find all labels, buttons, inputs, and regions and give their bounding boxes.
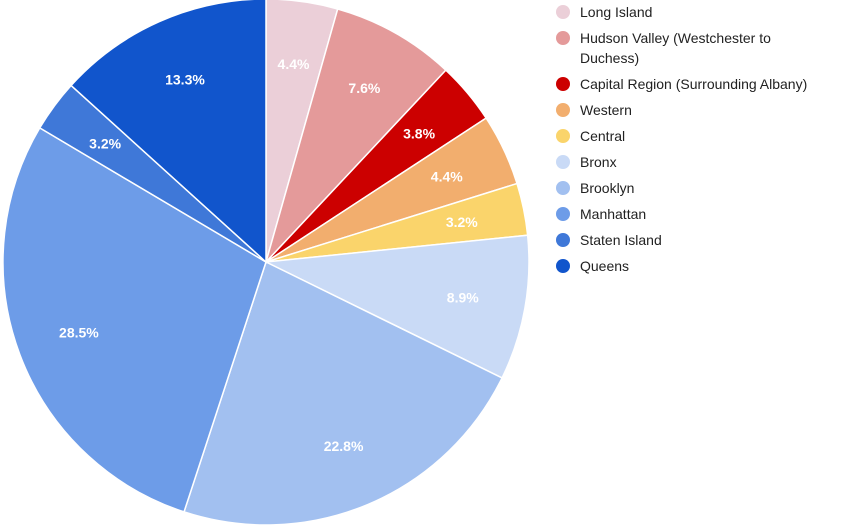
slice-label-western: 4.4% [431,169,463,185]
legend-item-hudson-valley-westchester-to-duchess: Hudson Valley (Westchester to Duchess) [556,30,771,66]
legend-item-brooklyn: Brooklyn [556,180,634,196]
slice-label-capital-region-surrounding-albany: 3.8% [403,125,435,141]
legend-swatch [556,181,570,195]
legend-label: Manhattan [580,206,646,222]
legend-swatch [556,207,570,221]
legend-label: Staten Island [580,232,662,248]
legend-item-staten-island: Staten Island [556,232,662,248]
legend-item-central: Central [556,128,625,144]
slice-label-hudson-valley-westchester-to-duchess: 7.6% [348,80,380,96]
legend-label: Central [580,128,625,144]
legend-swatch [556,259,570,273]
legend-item-capital-region-surrounding-albany: Capital Region (Surrounding Albany) [556,76,807,92]
legend-item-bronx: Bronx [556,154,617,170]
legend-label: Long Island [580,4,652,20]
slice-label-bronx: 8.9% [447,289,479,305]
legend-label: Brooklyn [580,180,634,196]
slice-label-queens: 13.3% [165,71,205,87]
legend-item-manhattan: Manhattan [556,206,646,222]
legend-swatch [556,103,570,117]
legend-item-long-island: Long Island [556,4,652,20]
slice-label-brooklyn: 22.8% [324,438,364,454]
slice-label-central: 3.2% [446,214,478,230]
pie-slice-hudson-valley-westchester-to-duchess [265,8,447,263]
legend-swatch [556,31,570,45]
legend-swatch [556,129,570,143]
slice-label-manhattan: 28.5% [59,324,99,340]
legend-item-queens: Queens [556,258,629,274]
legend-swatch [556,77,570,91]
legend-label: Hudson Valley (Westchester to Duchess) [580,30,771,66]
legend-swatch [556,233,570,247]
legend-label: Bronx [580,154,617,170]
slice-label-long-island: 4.4% [278,56,310,72]
pie-slices [2,0,530,525]
legend-swatch [556,5,570,19]
slice-label-staten-island: 3.2% [89,135,121,151]
pie-slice-bronx [263,234,530,379]
pie-slice-brooklyn [183,260,504,525]
pie-slice-labels: 4.4% 7.6% 3.8% 4.4% 3.2% 8.9% 22.8% 28.5% 3.2% 13… [59,56,479,454]
legend-item-western: Western [556,102,632,118]
pie-slice-queens [70,0,267,264]
legend-label: Capital Region (Surrounding Albany) [580,76,807,92]
legend-label: Western [580,102,632,118]
legend: Long Island Hudson Valley (Westchester to… [556,4,807,274]
legend-label: Queens [580,258,629,274]
legend-swatch [556,155,570,169]
